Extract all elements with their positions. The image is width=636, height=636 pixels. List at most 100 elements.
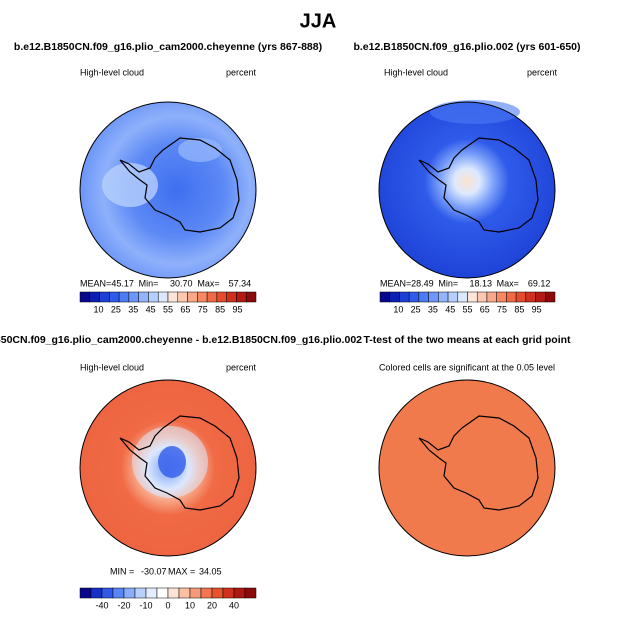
colorbar-swatch	[438, 291, 449, 303]
right-label: percent	[226, 67, 257, 77]
colorbar-label: 85	[215, 304, 225, 314]
colorbar-swatch	[476, 291, 488, 303]
stat-label: Max=	[197, 278, 219, 288]
colorbar-label: 45	[146, 304, 156, 314]
panel-title: b.e12.B1850CN.f09_g16.plio.002 (yrs 601-…	[353, 41, 580, 53]
map-field	[379, 102, 555, 278]
left-label: High-level cloud	[80, 67, 144, 77]
colorbar-swatch	[399, 291, 410, 303]
colorbar-swatch	[197, 291, 208, 303]
panel-title: T-test of the two means at each grid poi…	[363, 334, 571, 346]
colorbar-label: 45	[445, 304, 455, 314]
map-patch	[178, 138, 222, 162]
stat-value: 34.05	[199, 566, 222, 576]
coastline	[418, 415, 539, 511]
colorbar-swatch	[389, 291, 400, 303]
colorbar-label: 65	[480, 304, 490, 314]
colorbar-swatch	[138, 291, 149, 303]
colorbar-swatch	[90, 587, 103, 599]
stat-value: -30.07	[141, 566, 167, 576]
colorbar-swatch	[187, 291, 198, 303]
stat-label: MAX =	[168, 566, 195, 576]
colorbar-label: 20	[207, 600, 217, 610]
colorbar-label: 55	[462, 304, 472, 314]
colorbar-label: -40	[95, 600, 108, 610]
colorbar-swatch	[244, 587, 257, 599]
stat-value: 18.13	[470, 278, 493, 288]
colorbar-swatch	[428, 291, 439, 303]
colorbar-swatch	[486, 291, 497, 303]
colorbar-swatch	[200, 587, 213, 599]
colorbar-swatch	[535, 291, 546, 303]
coastline	[119, 415, 240, 511]
stat-value: 69.12	[528, 278, 551, 288]
colorbar-swatch	[178, 587, 191, 599]
panel-title: b.e12.B1850CN.f09_g16.plio_cam2000.cheye…	[14, 41, 322, 53]
colorbar-label: 65	[180, 304, 190, 314]
colorbar-label: 40	[229, 600, 239, 610]
colorbar-swatch	[156, 587, 169, 599]
colorbar-label: -10	[139, 600, 152, 610]
colorbar-swatch	[226, 291, 237, 303]
left-label: High-level cloud	[384, 67, 448, 77]
colorbar-swatch	[109, 291, 120, 303]
colorbar-label: 10	[393, 304, 403, 314]
stat-label: MIN =	[110, 566, 134, 576]
colorbar-label: 10	[185, 600, 195, 610]
colorbar-swatch	[157, 291, 169, 303]
stat-value: 30.70	[170, 278, 193, 288]
colorbar-swatch	[236, 291, 247, 303]
colorbar-swatch	[189, 587, 202, 599]
stat-value: 57.34	[229, 278, 252, 288]
colorbar-label: 25	[411, 304, 421, 314]
colorbar-label: 35	[428, 304, 438, 314]
colorbar-label: 75	[198, 304, 208, 314]
coastline	[119, 137, 240, 233]
right-label: percent	[527, 67, 558, 77]
stat-label: Min=	[139, 278, 159, 288]
colorbar-swatch	[545, 291, 556, 303]
stat-value: 45.17	[111, 278, 134, 288]
right-label: percent	[226, 362, 257, 372]
colorbar-label: 25	[111, 304, 121, 314]
colorbar-swatch	[123, 587, 136, 599]
colorbar-swatch	[457, 291, 468, 303]
colorbar-swatch	[167, 587, 180, 599]
colorbar-swatch	[206, 291, 218, 303]
colorbar-swatch	[216, 291, 227, 303]
stat-label: MEAN=	[380, 278, 411, 288]
colorbar-swatch	[99, 291, 110, 303]
map-patch	[430, 100, 520, 124]
colorbar-swatch	[233, 587, 246, 599]
colorbar-swatch	[118, 291, 130, 303]
colorbar-label: 85	[514, 304, 524, 314]
colorbar-swatch	[379, 291, 390, 303]
colorbar-swatch	[408, 291, 420, 303]
panel-subtitle: Colored cells are significant at the 0.0…	[379, 362, 555, 372]
colorbar-label: 35	[128, 304, 138, 314]
coastline	[418, 137, 539, 233]
colorbar-swatch	[167, 291, 179, 303]
colorbar-swatch	[134, 587, 147, 599]
left-label: High-level cloud	[80, 362, 144, 372]
colorbar-swatch	[128, 291, 139, 303]
colorbar-swatch	[89, 291, 100, 303]
colorbar-swatch	[515, 291, 527, 303]
colorbar-label: 75	[497, 304, 507, 314]
colorbar-swatch	[467, 291, 478, 303]
stat-label: MEAN=	[80, 278, 111, 288]
colorbar-swatch	[112, 587, 125, 599]
colorbar-swatch	[506, 291, 517, 303]
colorbar-label: 55	[163, 304, 173, 314]
map-border	[79, 101, 257, 279]
colorbar-swatch	[79, 587, 92, 599]
colorbar-swatch	[148, 291, 159, 303]
map-border	[79, 379, 257, 557]
colorbar-swatch	[222, 587, 235, 599]
colorbar-swatch	[245, 291, 257, 303]
colorbar-swatch	[177, 291, 188, 303]
colorbar-swatch	[211, 587, 224, 599]
colorbar-label: 0	[165, 600, 170, 610]
